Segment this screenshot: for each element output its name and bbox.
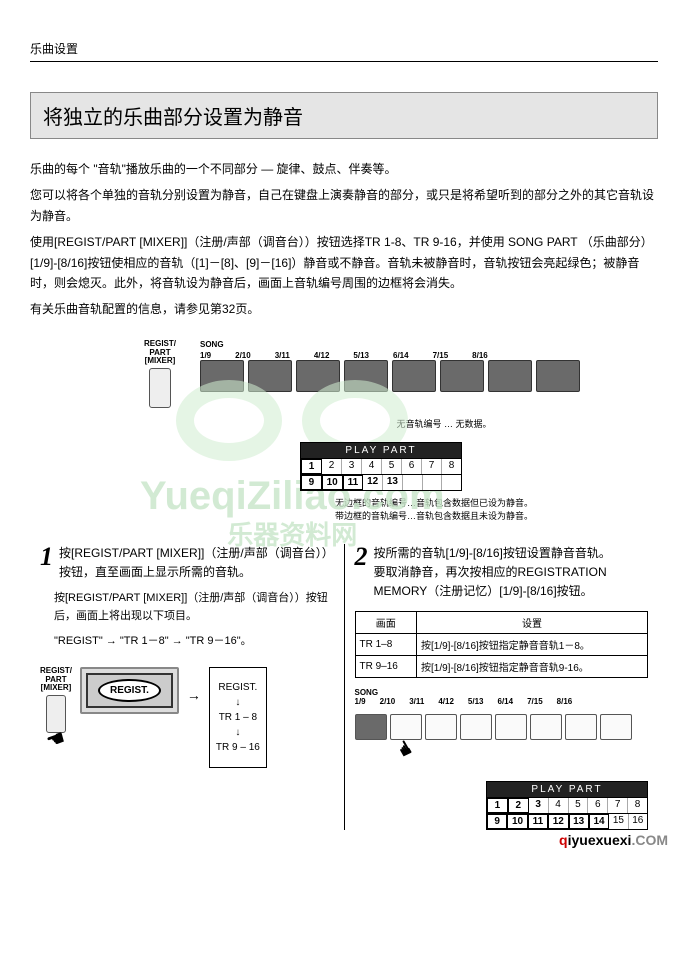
caption-mid: 无边框的音轨编号…音轨包含数据但已设为静音。 带边框的音轨编号…音轨包含数据且未… [210, 497, 658, 524]
step-2-btn-row [355, 714, 649, 740]
top-button-diagram: REGIST/ PART [MIXER] SONG 1/92/103/114/1… [140, 340, 658, 408]
footer-watermark: qiyuexuexi.COM [559, 832, 668, 848]
step-1-diagram: REGIST/ PART [MIXER] ☚ REGIST. → REGIST.… [40, 667, 334, 768]
intro-p4: 有关乐曲音轨配置的信息，请参见第32页。 [30, 299, 658, 319]
song-label: SONG [200, 340, 580, 349]
intro-p1: 乐曲的每个 "音轨"播放乐曲的一个不同部分 — 旋律、鼓点、伴奏等。 [30, 159, 658, 179]
caption-top: 无音轨编号 … 无数据。 [230, 418, 658, 432]
step-1: 1 按[REGIST/PART [MIXER]]（注册/声部（调音台））按钮，直… [30, 544, 345, 831]
step-2-text: 按所需的音轨[1/9]-[8/16]按钮设置静音音轨。 要取消静音，再次按相应的… [374, 544, 649, 602]
step-2-table: 画面 设置 TR 1–8 按[1/9]-[8/16]按钮指定静音音轨1－8。 T… [355, 611, 649, 678]
step-1-number: 1 [40, 544, 53, 570]
play-part-display-2: PLAY PART 1 2 3 4 5 6 7 8 9 10 11 12 13 [486, 781, 648, 830]
page-header: 乐曲设置 [30, 40, 658, 62]
section-title: 将独立的乐曲部分设置为静音 [30, 92, 658, 139]
regist-button [149, 368, 171, 408]
step-1-text: 按[REGIST/PART [MIXER]]（注册/声部（调音台））按钮，直至画… [59, 544, 334, 582]
flow-box: REGIST. ↓ TR 1 – 8 ↓ TR 9 – 16 [209, 667, 267, 768]
intro-p3: 使用[REGIST/PART [MIXER]]（注册/声部（调音台））按钮选择T… [30, 232, 658, 293]
top-btn-row [200, 360, 580, 392]
intro-p2: 您可以将各个单独的音轨分别设置为静音，自己在键盘上演奏静音的部分，或只是将希望听… [30, 185, 658, 226]
regist-oval: REGIST. [98, 679, 161, 702]
regist-part-label: REGIST/ PART [MIXER] [140, 340, 180, 366]
step-2-number: 2 [355, 544, 368, 570]
play-part-display: PLAY PART 1 2 3 4 5 6 7 8 9 10 11 12 13 [300, 442, 462, 491]
step-2-btn-numbers: 1/92/103/114/125/136/147/158/16 [355, 697, 649, 706]
top-btn-numbers: 1/92/103/114/125/136/147/158/16 [200, 351, 580, 360]
step-1-sub2: "REGIST" → "TR 1－8" → "TR 9－16"。 [54, 633, 334, 651]
step-1-sub1: 按[REGIST/PART [MIXER]]（注册/声部（调音台））按钮后，画面… [54, 590, 334, 625]
step-2: 2 按所需的音轨[1/9]-[8/16]按钮设置静音音轨。 要取消静音，再次按相… [345, 544, 659, 831]
